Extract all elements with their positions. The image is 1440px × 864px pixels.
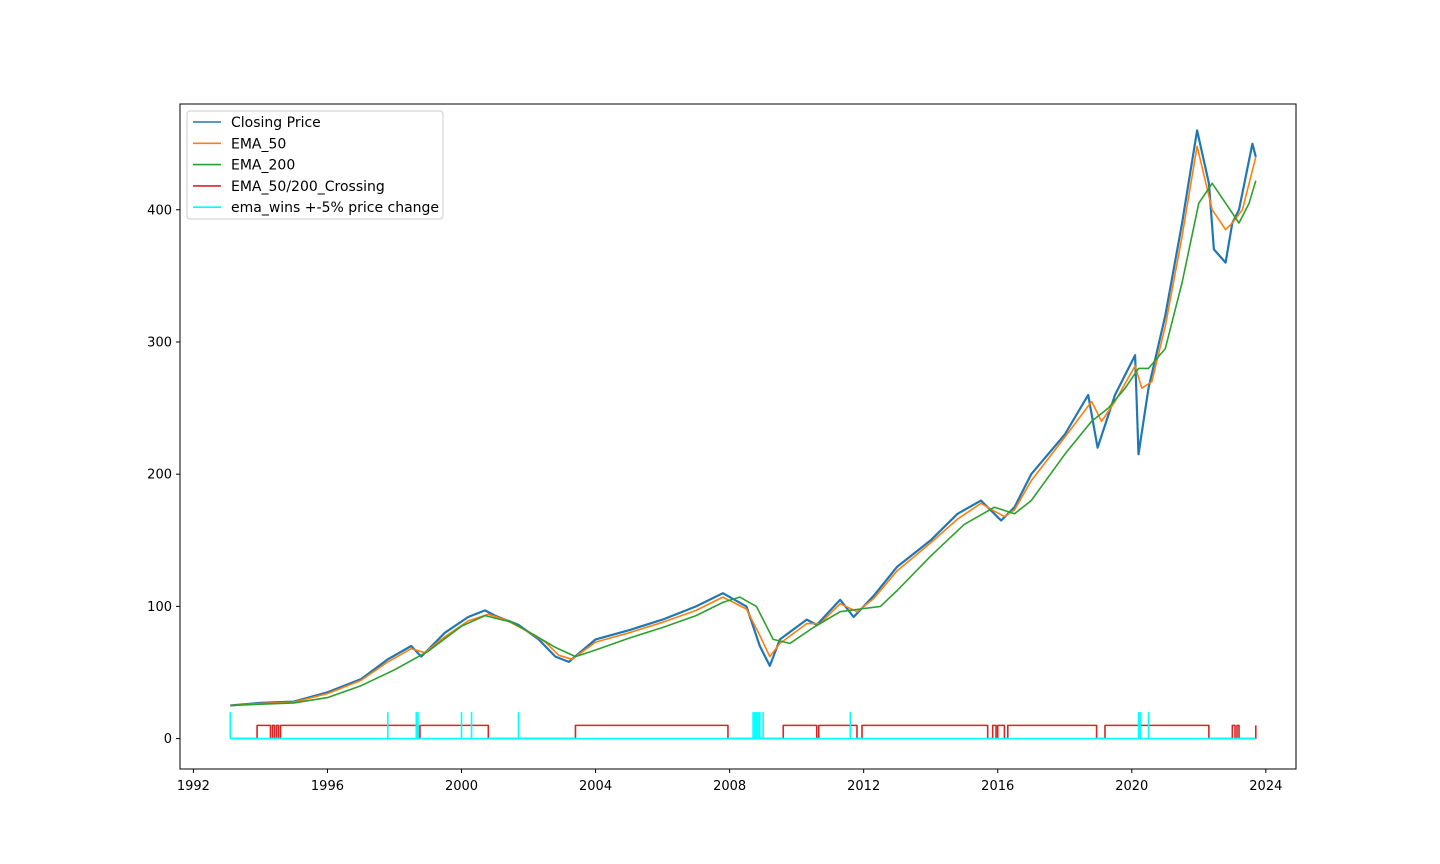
y-tick-label: 300 [147, 335, 172, 350]
x-tick-label: 2008 [713, 779, 746, 794]
x-tick-label: 1996 [311, 779, 344, 794]
y-tick-label: 200 [147, 468, 172, 483]
legend: Closing Price EMA_50 EMA_200 EMA_50/200_Cro… [186, 110, 444, 220]
legend-label-ema-50-200-crossing: EMA_50/200_Crossing [231, 179, 385, 195]
y-tick-label: 400 [147, 203, 172, 218]
series-line-ema-50 [230, 145, 1257, 707]
series-line-ema-wins-5-price-change [229, 712, 1256, 740]
x-tick-label: 2020 [1115, 779, 1148, 794]
x-axis: 1992 1996 2000 2004 2008 2012 2016 2020 2024 [177, 769, 1282, 794]
legend-box [186, 110, 444, 220]
series-layer [229, 129, 1257, 740]
x-tick-label: 2000 [445, 779, 478, 794]
x-tick-label: 2012 [847, 779, 880, 794]
legend-label-closing-price: Closing Price [231, 115, 321, 131]
series-line-ema-200 [230, 180, 1257, 707]
series-line-ema-50-200-crossing [230, 724, 1257, 740]
x-tick-label: 1992 [177, 779, 210, 794]
x-tick-label: 2024 [1249, 779, 1282, 794]
x-tick-label: 2004 [579, 779, 612, 794]
y-tick-label: 100 [147, 600, 172, 615]
y-axis: 0 100 200 300 400 [147, 203, 180, 747]
legend-label-ema-200: EMA_200 [231, 158, 295, 174]
series-line-closing-price [230, 129, 1257, 707]
legend-label-ema-wins-5-price-change: ema_wins +-5% price change [231, 200, 439, 216]
plot-frame [179, 103, 1297, 770]
x-tick-label: 2016 [981, 779, 1014, 794]
legend-label-ema-50: EMA_50 [231, 136, 286, 152]
y-tick-label: 0 [164, 732, 172, 747]
